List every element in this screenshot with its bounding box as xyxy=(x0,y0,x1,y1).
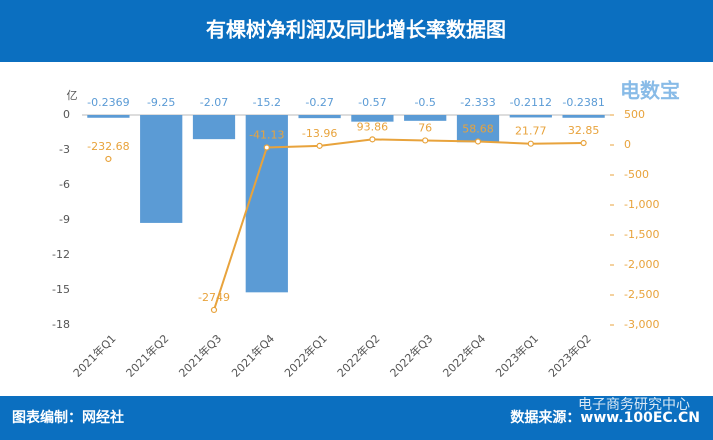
x-tick-label: 2021年Q2 xyxy=(123,331,172,380)
y2-tick-label: 0 xyxy=(624,138,631,151)
bar xyxy=(509,115,552,118)
y-tick-label: -12 xyxy=(52,248,70,261)
bar-value-label: -0.2381 xyxy=(562,96,604,109)
bar xyxy=(298,115,341,119)
line-value-label: -13.96 xyxy=(302,127,337,140)
y-tick-label: -9 xyxy=(59,213,70,226)
line-value-label: -2749 xyxy=(198,291,230,304)
footer-bar xyxy=(0,396,713,440)
bar-value-label: -2.333 xyxy=(460,96,495,109)
x-tick-label: 2023年Q2 xyxy=(545,331,594,380)
y-tick-label: -18 xyxy=(52,318,70,331)
bar-value-label: -0.2112 xyxy=(510,96,552,109)
line-value-label: 76 xyxy=(418,121,432,134)
line-value-label: 58.68 xyxy=(462,122,494,135)
x-tick-label: 2022年Q4 xyxy=(440,331,489,380)
line-marker xyxy=(369,136,376,143)
line xyxy=(213,138,584,311)
line-value-label: 32.85 xyxy=(568,124,600,137)
y-unit: 亿 xyxy=(67,89,78,102)
line-marker xyxy=(263,144,270,151)
chart-title: 有棵树净利润及同比增长率数据图 xyxy=(206,18,506,42)
bar-value-label: -0.5 xyxy=(414,96,435,109)
line-value-label: -41.13 xyxy=(249,128,284,141)
bar xyxy=(192,115,236,140)
bar xyxy=(245,115,288,293)
line-marker xyxy=(210,306,218,314)
footer-left: 图表编制：网经社 xyxy=(12,409,124,426)
bar xyxy=(140,115,183,223)
y2-tick-label: -1,000 xyxy=(624,198,659,211)
line-marker xyxy=(580,139,587,147)
line-value-label: 93.86 xyxy=(357,120,389,133)
x-tick-label: 2022年Q1 xyxy=(281,331,330,380)
y2-tick-label: -500 xyxy=(624,168,649,181)
x-tick-label: 2021年Q4 xyxy=(228,331,277,380)
y2-tick-label: -1,500 xyxy=(624,228,659,241)
bar xyxy=(562,115,605,118)
line-value-label: 21.77 xyxy=(515,125,547,138)
footer-right: 数据来源：www.100EC.CN xyxy=(510,409,700,426)
y-tick-label: 0 xyxy=(63,108,70,121)
line-marker xyxy=(474,138,482,145)
bar-value-label: -9.25 xyxy=(147,96,175,109)
y2-tick-label: 500 xyxy=(624,108,645,121)
bar-value-label: -0.2369 xyxy=(87,96,129,109)
logo: 电数宝 xyxy=(620,79,680,103)
bar xyxy=(87,115,130,118)
bar-value-label: -0.27 xyxy=(305,96,333,109)
x-tick-label: 2022年Q2 xyxy=(334,331,383,380)
y-tick-label: -6 xyxy=(59,178,70,191)
line-marker xyxy=(316,142,323,149)
title-bar xyxy=(0,0,713,62)
bar-value-label: -15.2 xyxy=(253,96,281,109)
bar xyxy=(456,115,500,143)
bar-value-label: -2.07 xyxy=(200,96,228,109)
x-tick-label: 2021年Q3 xyxy=(176,331,225,380)
x-tick-label: 2023年Q1 xyxy=(492,331,541,380)
bar xyxy=(404,115,447,121)
y2-tick-label: -2,000 xyxy=(624,258,659,271)
y-tick-label: -3 xyxy=(59,143,70,156)
x-tick-label: 2021年Q1 xyxy=(70,331,119,380)
bar xyxy=(351,115,394,122)
watermark: 电子商务研究中心 xyxy=(578,397,690,413)
y2-tick-label: -3,000 xyxy=(624,318,659,331)
x-tick-label: 2022年Q3 xyxy=(387,331,436,380)
y-tick-label: -15 xyxy=(52,283,70,296)
y2-tick-label: -2,500 xyxy=(624,288,659,301)
line-marker xyxy=(105,155,112,163)
line-marker xyxy=(527,140,534,147)
bar-value-label: -0.57 xyxy=(358,96,386,109)
line-value-label: -232.68 xyxy=(87,140,129,153)
line-marker xyxy=(422,137,429,144)
